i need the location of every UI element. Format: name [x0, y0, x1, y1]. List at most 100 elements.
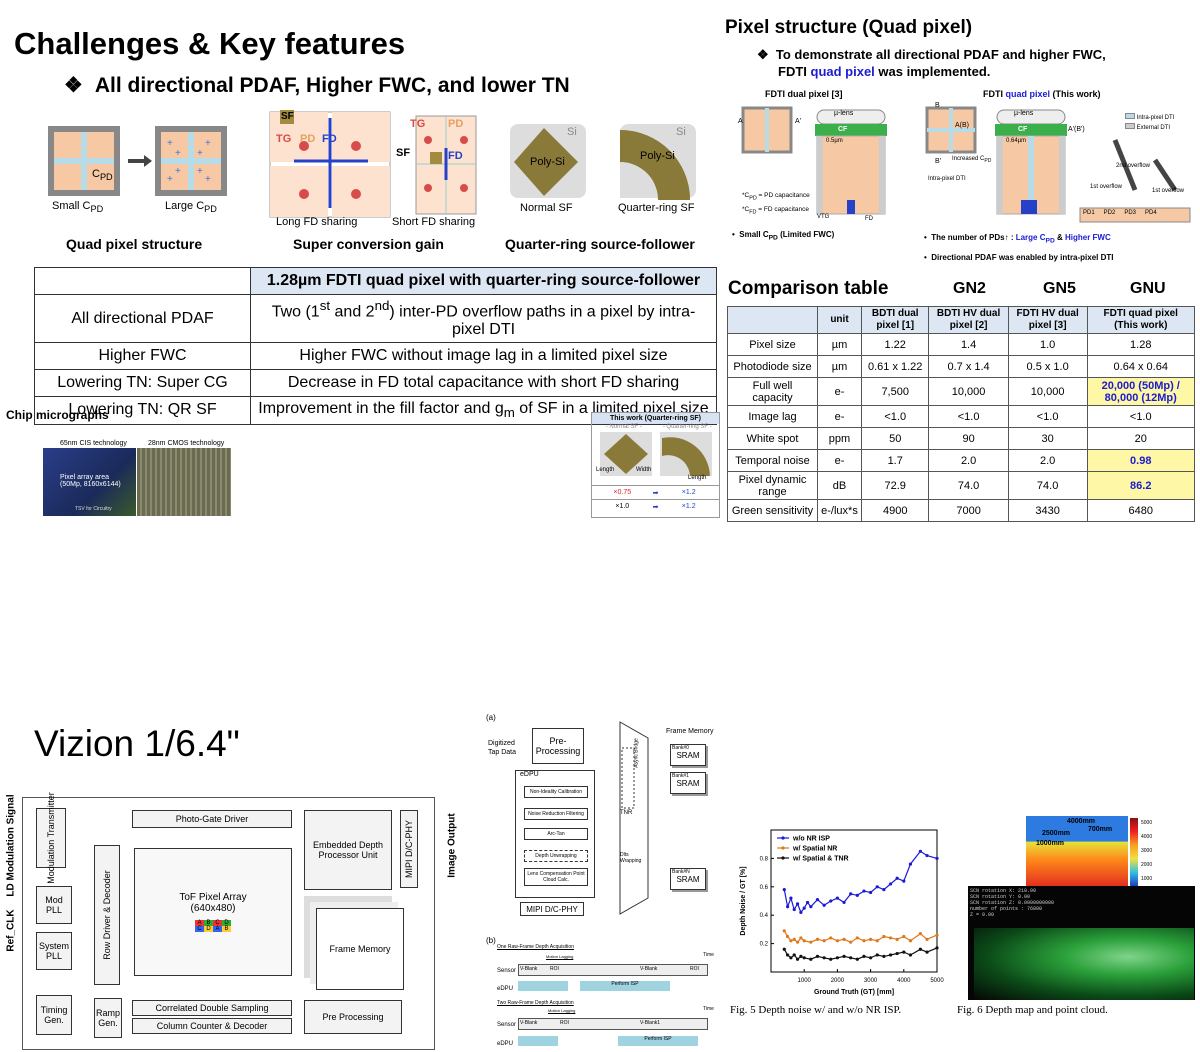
- data-point: [925, 950, 929, 954]
- time-label-1: Time: [703, 952, 714, 958]
- comparison-cell: 6480: [1086, 499, 1195, 522]
- pd-label-2: PD: [448, 118, 464, 130]
- photo-gate-driver-block: Photo-Gate Driver: [132, 810, 292, 828]
- sf-label: SF: [281, 111, 294, 122]
- capacitance-notes: *CPD = PD capacitance *CFD = FD capacita…: [742, 192, 810, 216]
- depth-label-1000: 1000mm: [1036, 840, 1065, 847]
- depth-noise-chart: 1000 2000 3000 4000 5000 0.2 0.4 0.6 0.8 Ground T…: [740, 829, 944, 996]
- comparison-cell: 90: [928, 427, 1009, 450]
- comparison-cell: <1.0: [860, 405, 930, 428]
- x-tick-label: 1000: [798, 978, 812, 984]
- comparison-cell: 0.5 x 1.0: [1007, 355, 1088, 378]
- table-row: Full well capacity e- 7,500 10,000 10,000 20,…: [727, 377, 1195, 406]
- data-point: [802, 956, 806, 960]
- data-point: [902, 934, 906, 939]
- x-tick-label: 5000: [930, 978, 944, 984]
- comparison-title: Comparison table: [728, 278, 889, 299]
- data-point: [849, 940, 853, 944]
- qr-sf-label: Quarter-ring SF: [618, 202, 695, 214]
- caption-qr-sf: Quarter-ring source-follower: [505, 236, 695, 252]
- motion-lag-label-1: Motion Lagging: [546, 954, 574, 959]
- flow-step-2: Noise Reduction Filtering: [524, 808, 588, 820]
- comparison-cell: 1.7: [860, 449, 930, 472]
- dti-legend: Intra-pixel DTI External DTI: [1125, 113, 1174, 133]
- data-point: [855, 936, 859, 940]
- y-tick-label: 0.8: [760, 856, 769, 862]
- comparison-cell: 74.0: [1007, 471, 1088, 500]
- array-area-label: Pixel array area (50Mp, 8160x6144): [60, 474, 121, 488]
- data-point: [786, 905, 790, 909]
- table-row: Lowering TN: QR SF Improvement in the fil…: [34, 396, 717, 425]
- edpu-flow-label: eDPU: [520, 771, 539, 778]
- system-pll-block: System PLL: [36, 932, 72, 970]
- depth-colorbar: [1130, 818, 1138, 886]
- comparison-cell: <1.0: [928, 405, 1009, 428]
- tnr-label: TNR: [620, 810, 633, 816]
- data-point: [792, 907, 796, 912]
- pixel-cross-section-figure: [741, 106, 1191, 223]
- data-point: [935, 933, 939, 937]
- comparison-cell: 2.0: [1007, 449, 1088, 472]
- data-point: [805, 900, 810, 905]
- comparison-cell: 50: [860, 427, 930, 450]
- comparison-cell: µm: [817, 333, 862, 356]
- data-point: [789, 896, 793, 900]
- data-point: [935, 946, 939, 950]
- data-point: [925, 937, 929, 941]
- quad-pixel-title: FDTI quad pixel (This work): [983, 89, 1101, 99]
- quad-bullets: • The number of PDs↑ : Large CPD & Highe…: [924, 233, 1114, 262]
- data-point: [855, 893, 859, 897]
- legend-label: w/ Spatial NR: [792, 846, 837, 853]
- data-point: [782, 888, 786, 892]
- data-point: [786, 953, 790, 957]
- si-label: Si: [567, 126, 577, 138]
- point-cloud-image: SCN rotation X: 210.00 SCN rotation Y: 0.…: [968, 886, 1195, 1000]
- comparison-cell: 20: [1086, 427, 1195, 450]
- comparison-cell: 3430: [1007, 499, 1088, 522]
- large-cpd-label: Large CPD: [165, 200, 217, 215]
- data-point: [822, 903, 826, 907]
- data-point: [829, 957, 833, 961]
- legend-marker: [781, 836, 785, 840]
- vtg-label: VTG: [817, 214, 830, 220]
- flow-step-1: Non-Ideality Calibration: [524, 786, 588, 798]
- data-point: [849, 892, 853, 896]
- data-point: [888, 936, 893, 940]
- caption-quad-pixel: Quad pixel structure: [66, 236, 203, 252]
- comparison-cell: Pixel size: [727, 333, 818, 356]
- bank1-label: Bank#1: [672, 773, 689, 779]
- table-row: Pixel dynamic range dB 72.9 74.0 74.0 86.2: [727, 471, 1195, 500]
- comparison-cell: 0.61 x 1.22: [860, 355, 930, 378]
- data-point: [918, 947, 922, 951]
- width-064-label: 0.64µm: [1006, 138, 1027, 144]
- comparison-cell: e-: [817, 449, 862, 472]
- fd-label-right: FD: [865, 216, 873, 222]
- comparison-cell: 0.7 x 1.4: [928, 355, 1009, 378]
- data-point: [795, 957, 800, 961]
- legend-marker: [781, 846, 785, 850]
- legend-label: w/o NR ISP: [792, 836, 830, 843]
- fig5-caption: Fig. 5 Depth noise w/ and w/o NR ISP.: [730, 1004, 902, 1016]
- svg-text:+: +: [175, 148, 181, 159]
- slide-title: Challenges & Key features: [14, 26, 406, 61]
- data-point: [815, 897, 820, 902]
- sensor-timeline-2: [518, 1018, 708, 1030]
- comparison-cell: 10,000: [928, 377, 1009, 406]
- svg-text:+: +: [167, 138, 173, 149]
- depth-label-2500: 2500mm: [1042, 830, 1071, 837]
- data-point: [842, 954, 846, 958]
- data-point: [809, 940, 813, 944]
- data-point: [799, 936, 803, 940]
- vblank1-label: V-Blank1: [640, 1020, 661, 1026]
- comparison-cell: 72.9: [860, 471, 930, 500]
- frame-memory-block: Frame Memory: [316, 908, 404, 990]
- long-fd-label: Long FD sharing: [276, 216, 358, 228]
- comparison-cell: Pixel dynamic range: [727, 471, 818, 500]
- data-point: [895, 937, 899, 941]
- normal-sf-label: Normal SF: [520, 202, 573, 214]
- ld-modulation-label: LD Modulation Signal: [5, 794, 17, 897]
- comparison-cell: 0.64 x 0.64: [1086, 355, 1195, 378]
- si-label-2: Si: [676, 126, 686, 138]
- comparison-cell: 0.98: [1086, 449, 1195, 472]
